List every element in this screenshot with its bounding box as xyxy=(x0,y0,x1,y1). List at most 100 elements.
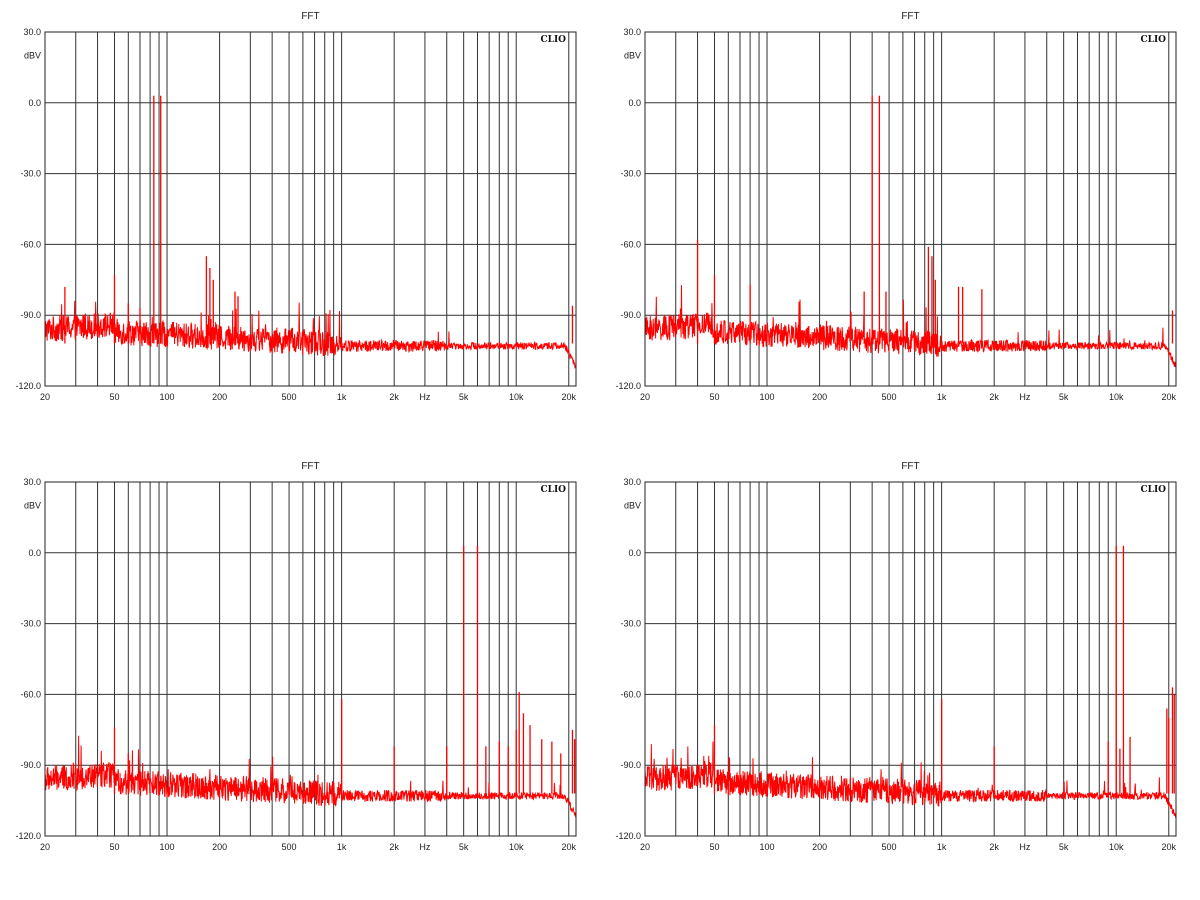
x-tick-label: 5k xyxy=(459,392,469,402)
fft-chart-4: FFT 30.0 0.0 -30.0 -60.0 -90.0 -120.0 dBV 20 50 10… xyxy=(615,461,1176,852)
y-axis-label: dBV xyxy=(624,51,641,61)
plot-frame xyxy=(44,481,577,837)
x-tick-label: 2k xyxy=(989,842,999,852)
spectral-peaks xyxy=(64,95,574,344)
x-tick-label: 1k xyxy=(937,392,947,402)
y-tick-label: -90.0 xyxy=(620,760,641,770)
x-tick-label: 10k xyxy=(1109,392,1124,402)
x-axis-label: Hz xyxy=(1019,392,1030,402)
fft-chart-1: FFT 30.0 0.0 -30.0 -60.0 -90.0 -120.0 dBV 20 50 10… xyxy=(15,11,576,402)
fft-trace xyxy=(645,285,1176,368)
y-tick-label: 0.0 xyxy=(28,548,41,558)
y-axis-label: dBV xyxy=(24,51,41,61)
plot-frame xyxy=(44,31,577,387)
y-tick-label: -90.0 xyxy=(620,310,641,320)
x-tick-label: 5k xyxy=(1059,392,1069,402)
y-axis-label: dBV xyxy=(624,501,641,511)
y-tick-label: -90.0 xyxy=(20,760,41,770)
x-tick-label: 20k xyxy=(1162,392,1177,402)
x-tick-label: 1k xyxy=(937,842,947,852)
plot-frame xyxy=(644,31,1177,387)
x-tick-label: 5k xyxy=(1059,842,1069,852)
x-tick-label: 50 xyxy=(709,392,719,402)
x-tick-label: 20k xyxy=(562,392,577,402)
x-tick-label: 500 xyxy=(882,842,897,852)
y-tick-label: 0.0 xyxy=(28,98,41,108)
x-tick-label: 20 xyxy=(640,392,650,402)
x-tick-label: 100 xyxy=(160,392,175,402)
x-tick-label: 100 xyxy=(760,842,775,852)
plot-area xyxy=(645,32,1176,386)
y-tick-label: -120.0 xyxy=(15,381,41,391)
x-tick-label: 200 xyxy=(812,842,827,852)
spectral-peaks xyxy=(713,545,1175,794)
x-tick-label: 10k xyxy=(1109,842,1124,852)
vertical-gridlines xyxy=(44,32,570,386)
y-tick-label: 30.0 xyxy=(23,477,41,487)
chart-title: FFT xyxy=(901,11,919,22)
spectral-peaks xyxy=(696,95,1174,344)
y-tick-label: -120.0 xyxy=(15,831,41,841)
y-tick-label: -30.0 xyxy=(20,619,41,629)
chart-title: FFT xyxy=(901,461,919,472)
plot-area xyxy=(645,482,1176,836)
x-tick-label: 50 xyxy=(709,842,719,852)
x-tick-label: 1k xyxy=(337,392,347,402)
fft-chart-2: FFT 30.0 0.0 -30.0 -60.0 -90.0 -120.0 dBV 20 50 10… xyxy=(615,11,1176,402)
x-tick-label: 20 xyxy=(640,842,650,852)
clio-logo: CLIO xyxy=(1140,35,1166,45)
y-tick-label: 30.0 xyxy=(623,477,641,487)
fft-chart-3: FFT 30.0 0.0 -30.0 -60.0 -90.0 -120.0 dBV 20 50 10… xyxy=(15,461,576,852)
fft-trace xyxy=(45,300,576,369)
x-axis-label: Hz xyxy=(419,842,430,852)
x-tick-label: 1k xyxy=(337,842,347,852)
x-tick-label: 200 xyxy=(212,842,227,852)
clio-logo: CLIO xyxy=(1140,485,1166,495)
clio-logo: CLIO xyxy=(540,485,566,495)
y-tick-label: -60.0 xyxy=(20,689,41,699)
x-tick-label: 500 xyxy=(282,842,297,852)
y-tick-label: -120.0 xyxy=(615,381,641,391)
spectral-peaks xyxy=(113,545,576,794)
y-tick-label: -90.0 xyxy=(20,310,41,320)
chart-title: FFT xyxy=(301,461,319,472)
x-axis-label: Hz xyxy=(419,392,430,402)
x-tick-label: 500 xyxy=(282,392,297,402)
y-tick-label: 30.0 xyxy=(623,27,641,37)
x-tick-label: 20k xyxy=(1162,842,1177,852)
plot-area xyxy=(45,32,576,386)
x-tick-label: 20k xyxy=(562,842,577,852)
x-tick-label: 2k xyxy=(389,392,399,402)
x-tick-label: 5k xyxy=(459,842,469,852)
fft-trace xyxy=(645,741,1176,819)
x-tick-label: 500 xyxy=(882,392,897,402)
y-tick-label: 0.0 xyxy=(628,548,641,558)
y-tick-label: -30.0 xyxy=(20,169,41,179)
y-tick-label: 30.0 xyxy=(23,27,41,37)
x-tick-label: 2k xyxy=(389,842,399,852)
y-tick-label: -60.0 xyxy=(20,239,41,249)
plot-frame xyxy=(644,481,1177,837)
x-tick-label: 200 xyxy=(812,392,827,402)
x-tick-label: 2k xyxy=(989,392,999,402)
x-tick-label: 100 xyxy=(760,392,775,402)
x-tick-label: 20 xyxy=(40,842,50,852)
x-tick-label: 10k xyxy=(509,842,524,852)
y-tick-label: -60.0 xyxy=(620,689,641,699)
fft-trace xyxy=(45,735,576,818)
y-tick-label: -30.0 xyxy=(620,169,641,179)
y-tick-label: 0.0 xyxy=(628,98,641,108)
x-tick-label: 10k xyxy=(509,392,524,402)
x-tick-label: 20 xyxy=(40,392,50,402)
x-tick-label: 200 xyxy=(212,392,227,402)
clio-logo: CLIO xyxy=(540,35,566,45)
y-tick-label: -30.0 xyxy=(620,619,641,629)
y-tick-label: -60.0 xyxy=(620,239,641,249)
chart-title: FFT xyxy=(301,11,319,22)
x-tick-label: 50 xyxy=(109,392,119,402)
y-tick-label: -120.0 xyxy=(615,831,641,841)
x-tick-label: 100 xyxy=(160,842,175,852)
x-axis-label: Hz xyxy=(1019,842,1030,852)
y-axis-label: dBV xyxy=(24,501,41,511)
